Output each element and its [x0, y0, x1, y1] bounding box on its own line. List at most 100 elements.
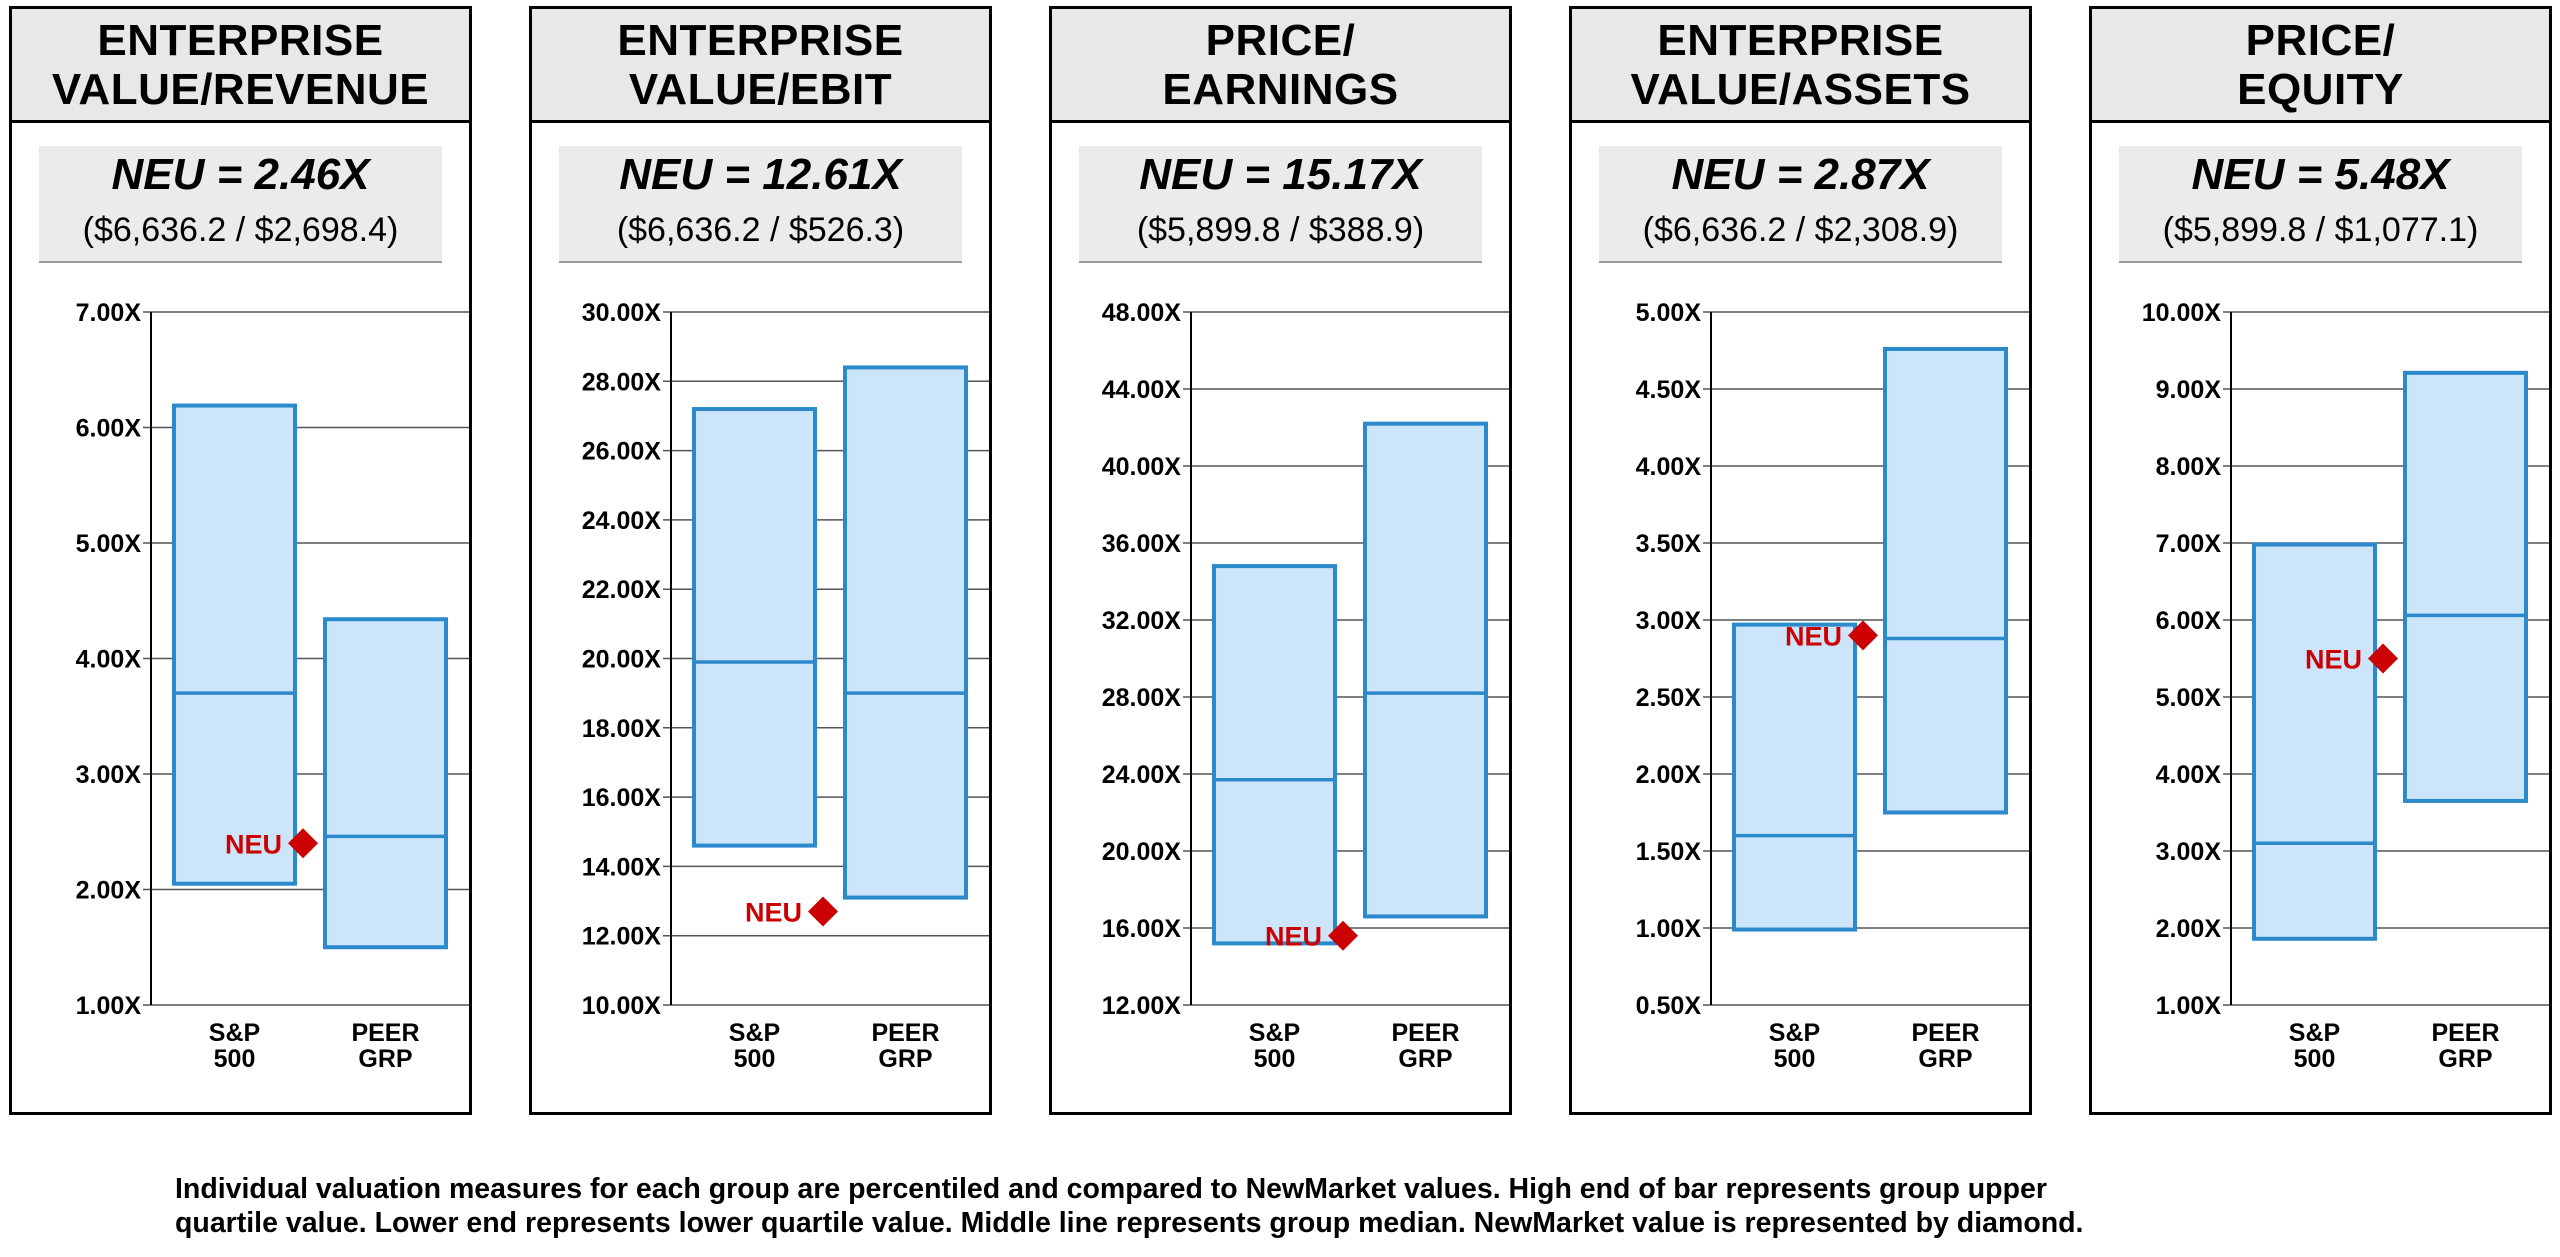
quartile-bar-sp500	[172, 403, 297, 886]
neu-marker-label: NEU	[1265, 922, 1322, 952]
y-tick-label: 36.00X	[1102, 530, 1182, 558]
ratio-box: NEU = 2.46X ($6,636.2 / $2,698.4)	[39, 146, 442, 263]
panel-header: ENTERPRISE VALUE/EBIT	[532, 9, 989, 123]
ratio-box: NEU = 12.61X ($6,636.2 / $526.3)	[559, 146, 962, 263]
neu-marker-label: NEU	[745, 897, 802, 927]
panel-title-line-1: ENTERPRISE	[97, 15, 384, 65]
y-tick-label: 2.00X	[1636, 761, 1702, 789]
y-tick-label: 8.00X	[2156, 453, 2222, 481]
chart-panel-ev-revenue: ENTERPRISE VALUE/REVENUE NEU = 2.46X ($6…	[9, 6, 472, 1115]
y-tick-label: 24.00X	[1102, 761, 1182, 789]
y-tick-label: 2.00X	[2156, 915, 2222, 943]
x-category-label-line-2: 500	[734, 1045, 776, 1073]
y-tick-label: 16.00X	[582, 784, 662, 812]
y-tick-label: 2.00X	[76, 877, 142, 905]
panel-title-line-1: PRICE/	[2245, 15, 2396, 65]
chart-panel-price-equity: PRICE/ EQUITY NEU = 5.48X ($5,899.8 / $1…	[2089, 6, 2552, 1115]
y-tick-label: 4.00X	[1636, 453, 1702, 481]
quartile-bar-peer-group	[1363, 421, 1488, 919]
panel-title-line-1: ENTERPRISE	[617, 15, 904, 65]
x-category-label-line-1: PEER	[1911, 1019, 1979, 1047]
y-tick-label: 5.00X	[76, 530, 142, 558]
y-tick-label: 4.50X	[1636, 376, 1702, 404]
ratio-box: NEU = 2.87X ($6,636.2 / $2,308.9)	[1599, 146, 2002, 263]
x-category-label-line-2: GRP	[2438, 1045, 2492, 1073]
panel-title-line-2: EARNINGS	[1162, 64, 1399, 114]
x-category-label-line-1: PEER	[1391, 1019, 1459, 1047]
neu-ratio-value: NEU = 2.87X	[1671, 150, 1930, 199]
panel-title-line-2: VALUE/ASSETS	[1630, 64, 1971, 114]
panel-header: PRICE/ EARNINGS	[1052, 9, 1509, 123]
chart-panel-ev-assets: ENTERPRISE VALUE/ASSETS NEU = 2.87X ($6,…	[1569, 6, 2032, 1115]
quartile-bar-peer-group	[843, 365, 968, 900]
x-category-label-line-2: GRP	[1398, 1045, 1452, 1073]
valuation-chart-ev-ebit: 10.00X 12.00X 14.00X 16.00X 18.00X 20.00X 22.0…	[582, 299, 989, 1073]
x-category-label-line-1: S&P	[1769, 1019, 1820, 1047]
y-tick-label: 22.00X	[582, 576, 662, 604]
panel-title: ENTERPRISE VALUE/REVENUE	[52, 16, 429, 114]
y-tick-label: 40.00X	[1102, 453, 1182, 481]
x-category-label-line-1: S&P	[209, 1019, 260, 1047]
y-tick-label: 32.00X	[1102, 607, 1182, 635]
x-category-label-line-2: 500	[214, 1045, 256, 1073]
quartile-bar-sp500	[1732, 622, 1857, 932]
neu-ratio-value: NEU = 5.48X	[2191, 150, 2450, 199]
quartile-bar-peer-group	[1883, 346, 2008, 815]
x-category-label-line-1: PEER	[2431, 1019, 2499, 1047]
panel-header: ENTERPRISE VALUE/REVENUE	[12, 9, 469, 123]
valuation-chart-price-equity: 1.00X 2.00X 3.00X 4.00X 5.00X 6.00X 7.00X 8.00X…	[2142, 299, 2549, 1073]
neu-ratio-value: NEU = 15.17X	[1139, 150, 1422, 199]
y-tick-label: 12.00X	[582, 923, 662, 951]
y-tick-label: 1.00X	[2156, 992, 2222, 1020]
x-category-label-line-2: GRP	[1918, 1045, 1972, 1073]
quartile-bar-sp500	[1212, 564, 1337, 946]
quartile-bar-peer-group	[2403, 370, 2528, 803]
ratio-calculation: ($6,636.2 / $2,308.9)	[1642, 211, 1959, 249]
y-tick-label: 9.00X	[2156, 376, 2222, 404]
footnote: Individual valuation measures for each g…	[175, 1172, 2475, 1240]
valuation-chart-price-earnings: 12.00X 16.00X 20.00X 24.00X 28.00X 32.00X 36.0…	[1102, 299, 1509, 1073]
y-tick-label: 28.00X	[1102, 684, 1182, 712]
ratio-calculation: ($5,899.8 / $1,077.1)	[2162, 211, 2479, 249]
neu-diamond-marker	[1848, 620, 1878, 651]
valuation-chart-ev-assets: 0.50X 1.00X 1.50X 2.00X 2.50X 3.00X 3.50X 4.00X…	[1636, 299, 2029, 1073]
neu-diamond-marker	[2368, 643, 2398, 674]
chart-panel-ev-ebit: ENTERPRISE VALUE/EBIT NEU = 12.61X ($6,6…	[529, 6, 992, 1115]
quartile-bar-sp500	[692, 407, 817, 848]
y-tick-label: 7.00X	[76, 299, 142, 327]
y-tick-label: 10.00X	[582, 992, 662, 1020]
footnote-line-2: quartile value. Lower end represents low…	[175, 1207, 2084, 1239]
neu-marker-label: NEU	[2305, 645, 2362, 675]
ratio-box: NEU = 15.17X ($5,899.8 / $388.9)	[1079, 146, 1482, 263]
quartile-bar-sp500	[2252, 542, 2377, 941]
ratio-calculation: ($5,899.8 / $388.9)	[1136, 211, 1425, 249]
neu-diamond-marker	[1328, 920, 1358, 951]
y-tick-label: 20.00X	[1102, 838, 1182, 866]
x-category-label-line-1: S&P	[1249, 1019, 1300, 1047]
x-category-label-line-2: GRP	[878, 1045, 932, 1073]
x-category-label-line-2: 500	[2294, 1045, 2336, 1073]
valuation-chart-ev-revenue: 1.00X 2.00X 3.00X 4.00X 5.00X 6.00X 7.00X S&P50…	[76, 299, 469, 1073]
y-tick-label: 48.00X	[1102, 299, 1182, 327]
x-category-label-line-2: GRP	[358, 1045, 412, 1073]
neu-ratio-value: NEU = 2.46X	[111, 150, 370, 199]
y-tick-label: 14.00X	[582, 853, 662, 881]
panel-title-line-1: PRICE/	[1205, 15, 1356, 65]
panel-title: ENTERPRISE VALUE/ASSETS	[1630, 16, 1970, 114]
y-tick-label: 12.00X	[1102, 992, 1182, 1020]
chart-panel-price-earnings: PRICE/ EARNINGS NEU = 15.17X ($5,899.8 /…	[1049, 6, 1512, 1115]
neu-marker-label: NEU	[225, 829, 282, 859]
y-tick-label: 3.00X	[76, 761, 142, 789]
panel-title-line-2: VALUE/REVENUE	[51, 64, 430, 114]
x-category-label-line-1: S&P	[729, 1019, 780, 1047]
y-tick-label: 5.00X	[2156, 684, 2222, 712]
panel-title-line-2: EQUITY	[2237, 64, 2404, 114]
y-tick-label: 10.00X	[2142, 299, 2222, 327]
panel-title-line-2: VALUE/EBIT	[628, 64, 893, 114]
y-tick-label: 44.00X	[1102, 376, 1182, 404]
y-tick-label: 2.50X	[1636, 684, 1702, 712]
y-tick-label: 4.00X	[2156, 761, 2222, 789]
y-tick-label: 3.00X	[1636, 607, 1702, 635]
footnote-line-1: Individual valuation measures for each g…	[175, 1173, 2047, 1205]
x-category-label-line-1: S&P	[2289, 1019, 2340, 1047]
